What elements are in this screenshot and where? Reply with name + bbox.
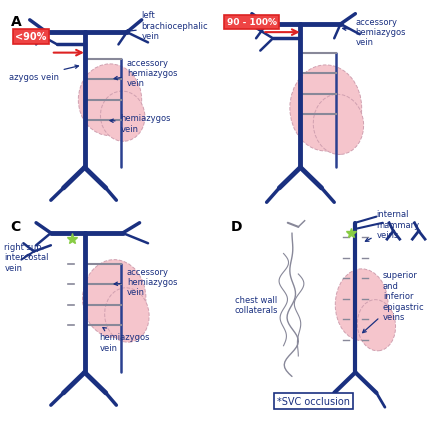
Text: <90%: <90% xyxy=(15,32,46,42)
Text: B: B xyxy=(231,14,242,29)
Ellipse shape xyxy=(78,65,142,136)
Ellipse shape xyxy=(335,269,388,341)
Text: superior
and
inferior
epigastric
veins: superior and inferior epigastric veins xyxy=(363,271,425,333)
Ellipse shape xyxy=(100,92,145,142)
Text: hemiazygos
vein: hemiazygos vein xyxy=(99,328,150,352)
Ellipse shape xyxy=(105,288,149,343)
Ellipse shape xyxy=(83,260,146,338)
Text: D: D xyxy=(231,219,242,233)
Ellipse shape xyxy=(313,95,363,155)
Text: right sup.
intercostal
vein: right sup. intercostal vein xyxy=(4,242,49,272)
Text: C: C xyxy=(11,219,21,233)
Text: accessory
hemiazygos
vein: accessory hemiazygos vein xyxy=(114,267,177,297)
Ellipse shape xyxy=(357,300,396,351)
Text: left
brachiocephalic
vein: left brachiocephalic vein xyxy=(125,12,208,41)
Text: internal
mammary
veins: internal mammary veins xyxy=(365,210,420,242)
Ellipse shape xyxy=(290,66,362,152)
Text: 90 - 100%: 90 - 100% xyxy=(227,18,276,27)
Text: *SVC occlusion: *SVC occlusion xyxy=(277,396,350,406)
Text: chest wall
collaterals: chest wall collaterals xyxy=(235,295,279,315)
Text: accessory
hemiazygos
vein: accessory hemiazygos vein xyxy=(114,58,177,88)
Text: azygos vein: azygos vein xyxy=(9,66,78,82)
Text: hemiazygos
vein: hemiazygos vein xyxy=(110,114,171,133)
Text: accessory
hemiazygos
vein: accessory hemiazygos vein xyxy=(343,17,406,47)
Text: A: A xyxy=(11,14,22,29)
